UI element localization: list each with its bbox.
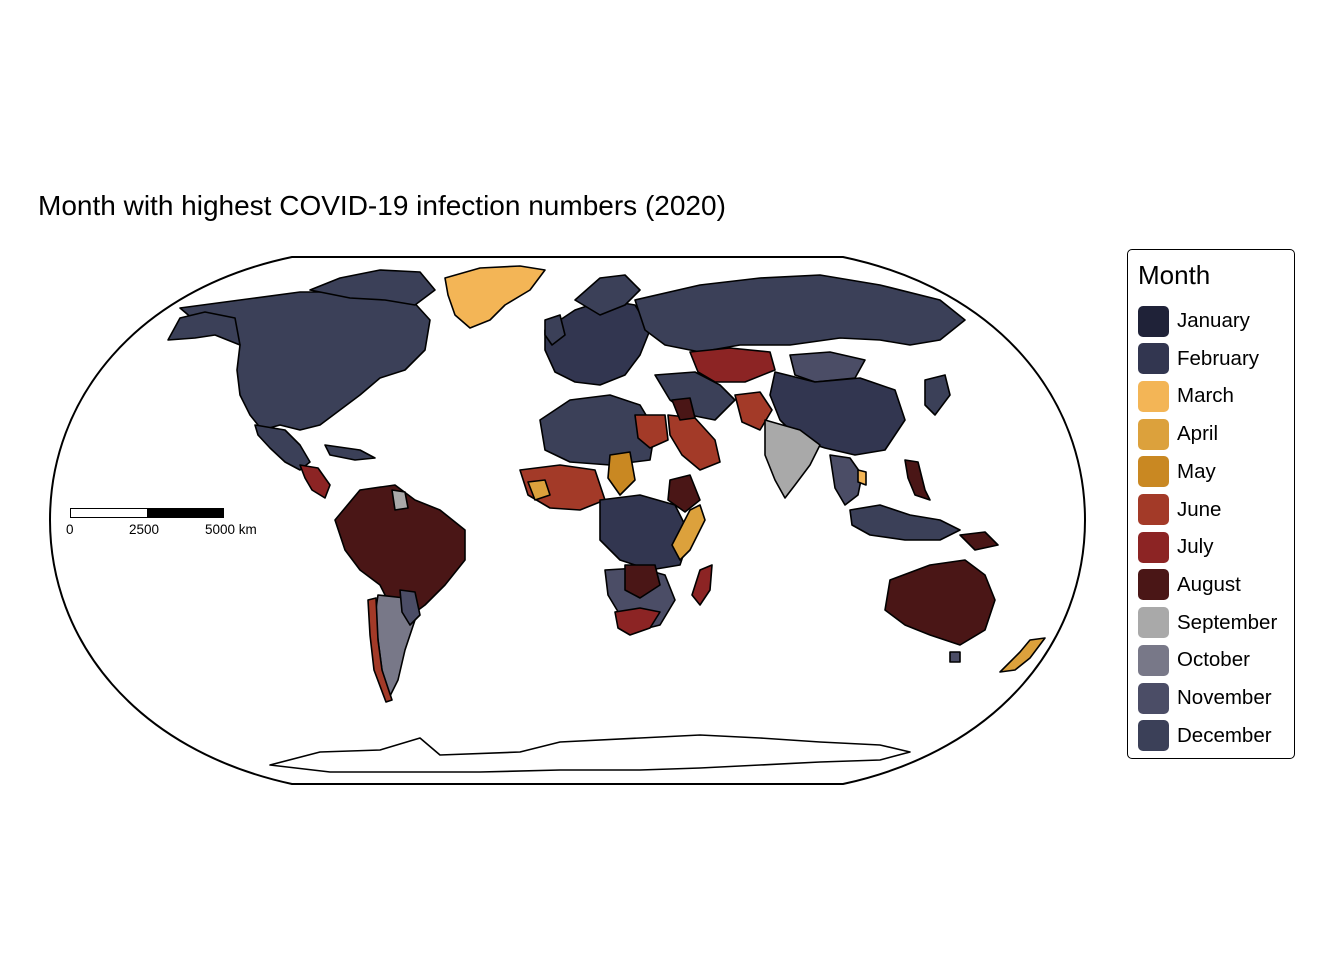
legend-label: August bbox=[1177, 572, 1241, 596]
scale-bar-segment bbox=[71, 509, 147, 517]
region-mexico bbox=[254, 424, 311, 471]
legend-label: February bbox=[1177, 346, 1260, 370]
region-west-africa-coast bbox=[527, 479, 551, 501]
legend-item-may: May bbox=[1138, 456, 1216, 488]
legend-swatch bbox=[1138, 305, 1169, 337]
legend-item-november: November bbox=[1138, 682, 1272, 714]
region-kazakhstan bbox=[689, 347, 776, 383]
region-alaska bbox=[167, 311, 241, 346]
legend-label: April bbox=[1177, 422, 1219, 446]
region-arctic-islands bbox=[309, 269, 436, 306]
region-antarctica bbox=[269, 734, 911, 773]
scale-label-2500: 2500 bbox=[129, 522, 160, 537]
region-somalia-kenya bbox=[671, 504, 706, 561]
region-ethiopia bbox=[667, 474, 701, 513]
scale-bar-segment bbox=[147, 509, 223, 517]
legend-label: March bbox=[1177, 384, 1234, 408]
legend-swatch bbox=[1138, 720, 1169, 752]
region-central-africa bbox=[599, 494, 691, 571]
region-scandinavia bbox=[574, 274, 641, 316]
scale-label-0: 0 bbox=[66, 522, 74, 537]
region-australia bbox=[884, 559, 996, 646]
region-guyana bbox=[391, 489, 409, 511]
region-indonesia bbox=[849, 504, 961, 541]
region-tasmania bbox=[949, 651, 961, 663]
legend-item-august: August bbox=[1138, 569, 1241, 601]
legend-item-september: September bbox=[1138, 607, 1277, 639]
legend-item-october: October bbox=[1138, 644, 1250, 676]
legend-swatch bbox=[1138, 380, 1169, 412]
legend-item-february: February bbox=[1138, 343, 1259, 375]
region-iraq-syria bbox=[671, 397, 696, 421]
region-vietnam-cambodia bbox=[857, 469, 867, 486]
region-iceland-uk bbox=[544, 314, 566, 346]
legend-swatch bbox=[1138, 494, 1169, 525]
legend-item-march: March bbox=[1138, 380, 1234, 412]
scale-bar bbox=[70, 508, 224, 518]
map-title: Month with highest COVID-19 infection nu… bbox=[38, 190, 726, 221]
region-south-america-north bbox=[334, 484, 466, 621]
legend-label: June bbox=[1177, 497, 1222, 521]
region-chad bbox=[607, 451, 636, 496]
legend-item-june: June bbox=[1138, 494, 1221, 526]
legend-title: Month bbox=[1138, 260, 1211, 290]
legend-swatch bbox=[1138, 682, 1169, 714]
legend-label: September bbox=[1177, 610, 1278, 634]
region-philippines bbox=[904, 459, 931, 501]
legend-label: October bbox=[1177, 648, 1250, 672]
region-saudi-arabia bbox=[667, 414, 721, 471]
legend: Month January February March April May June Ju… bbox=[1127, 249, 1295, 759]
region-india bbox=[764, 419, 821, 499]
legend-item-july: July bbox=[1138, 531, 1213, 563]
legend-swatch bbox=[1138, 456, 1169, 488]
region-zambia-zimbabwe bbox=[624, 564, 661, 599]
region-new-zealand bbox=[999, 637, 1046, 673]
legend-swatch bbox=[1138, 607, 1169, 639]
region-egypt bbox=[634, 414, 669, 449]
region-greenland bbox=[444, 265, 546, 329]
legend-label: November bbox=[1177, 686, 1272, 709]
region-japan-korea bbox=[924, 374, 951, 416]
legend-swatch bbox=[1138, 644, 1169, 676]
region-madagascar bbox=[691, 564, 713, 606]
region-southeast-asia bbox=[829, 454, 863, 506]
legend-swatch bbox=[1138, 418, 1169, 450]
legend-label: December bbox=[1177, 723, 1272, 747]
legend-label: July bbox=[1177, 535, 1214, 559]
scale-label-5000: 5000 km bbox=[205, 522, 257, 537]
region-papua bbox=[959, 531, 999, 551]
region-caribbean bbox=[324, 444, 376, 461]
legend-label: May bbox=[1177, 459, 1216, 483]
region-central-america bbox=[299, 464, 331, 499]
legend-item-december: December bbox=[1138, 720, 1272, 752]
legend-label: January bbox=[1177, 309, 1250, 332]
legend-item-april: April bbox=[1138, 418, 1218, 450]
region-south-africa bbox=[614, 607, 661, 636]
legend-item-january: January bbox=[1138, 305, 1250, 337]
region-russia bbox=[634, 274, 966, 353]
legend-swatch bbox=[1138, 569, 1169, 601]
region-paraguay-uruguay bbox=[399, 589, 421, 626]
legend-swatch bbox=[1138, 343, 1169, 375]
legend-swatch bbox=[1138, 531, 1169, 563]
region-chile bbox=[367, 597, 393, 703]
